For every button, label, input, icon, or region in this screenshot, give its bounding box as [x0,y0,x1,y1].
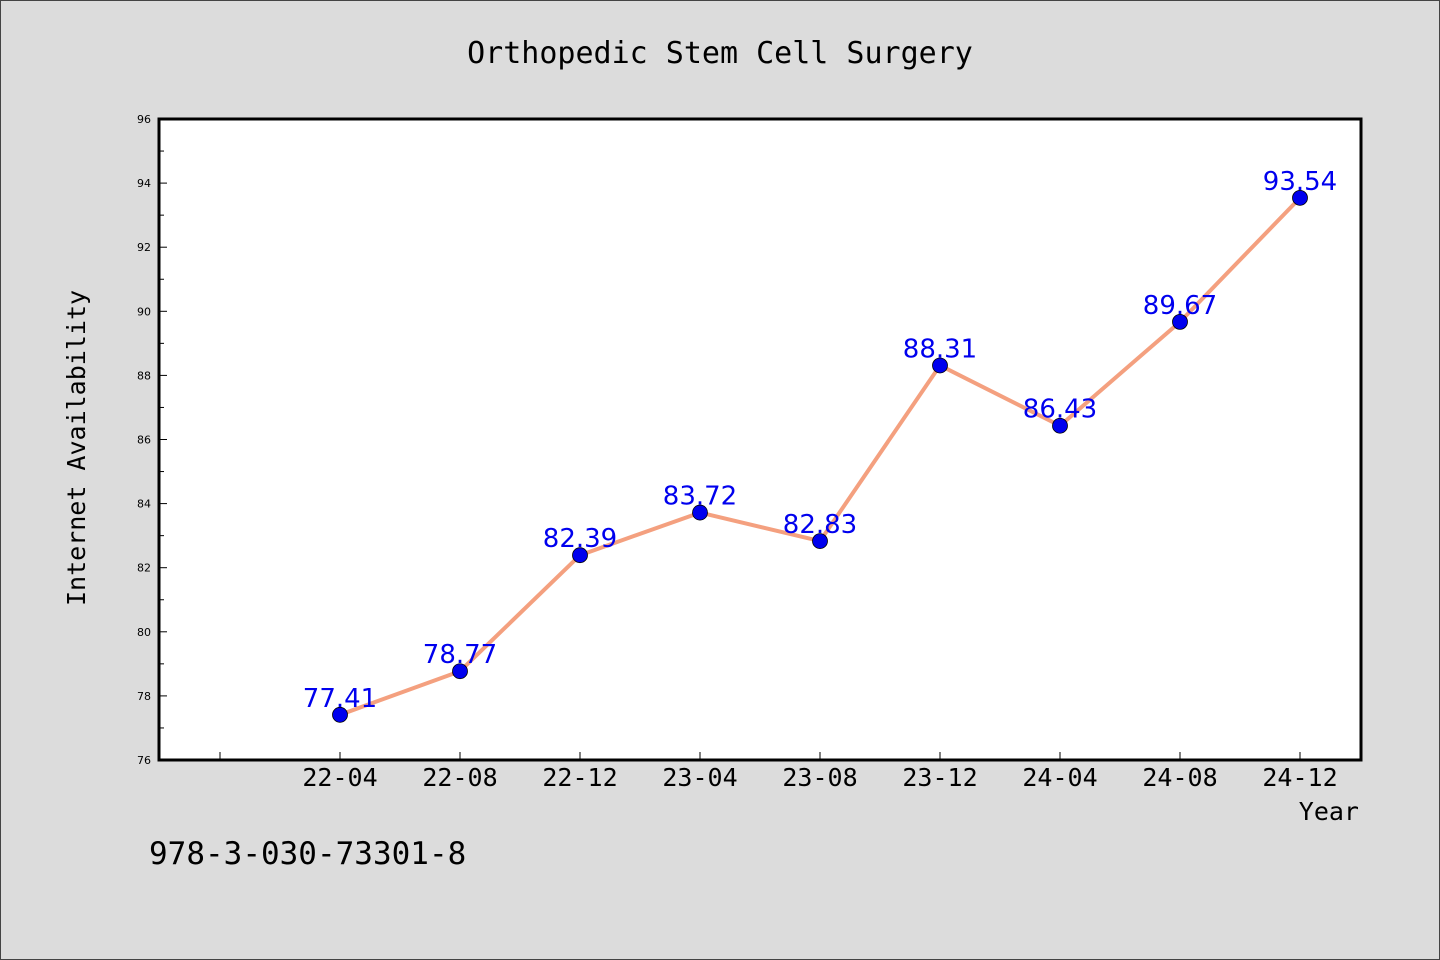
x-tick-label: 23-08 [782,763,857,792]
chart-title: Orthopedic Stem Cell Surgery [467,36,973,71]
data-point [812,533,828,549]
y-axis-label: Internet Availability [62,290,91,606]
data-label: 89.67 [1143,291,1217,321]
series-layer: 77.41 78.77 82.39 83.72 82.83 88.31 86.43 89.67… [303,167,1337,723]
y-tick-label: 92 [137,241,151,254]
y-tick-label: 86 [137,434,151,447]
y-tick-label: 90 [137,305,151,318]
x-tick-label: 23-12 [902,763,977,792]
x-tick-label: 24-12 [1262,763,1337,792]
x-tick-label: 22-04 [302,763,377,792]
plot-area [157,117,1363,762]
x-tick-label: 22-08 [422,763,497,792]
data-point [332,706,348,723]
data-point [1292,189,1308,206]
y-tick-label: 82 [137,562,151,575]
y-tick-label: 76 [137,754,151,767]
data-label: 77.41 [303,684,377,714]
x-tick-label: 24-08 [1142,763,1217,792]
data-point [1052,417,1068,434]
x-axis: 22-04 22-08 22-12 23-04 23-08 23-12 24-04 24-08… [219,752,1338,792]
y-tick-label: 80 [137,626,151,639]
y-tick-label: 94 [137,177,151,190]
data-label: 82.83 [783,510,857,540]
data-point [932,357,948,374]
y-tick-label: 78 [137,690,151,703]
y-tick-label: 88 [137,369,151,382]
data-point [1172,313,1188,330]
isbn-footer: 978-3-030-73301-8 [149,836,466,872]
x-tick-label: 23-04 [662,763,737,792]
x-tick-label: 24-04 [1022,763,1097,792]
data-label: 93.54 [1263,167,1337,197]
data-label: 78.77 [423,640,497,670]
data-point [572,547,588,564]
x-tick-label: 22-12 [542,763,617,792]
data-label: 82.39 [543,524,617,554]
y-axis: 76 78 80 82 84 86 88 90 92 94 96 [137,113,167,767]
x-axis-label: Year [1299,797,1359,826]
y-tick-label: 96 [137,113,151,126]
data-point [692,504,708,521]
data-label: 83.72 [663,482,737,512]
data-point [452,663,468,680]
y-tick-label: 84 [137,498,151,511]
data-label: 86.43 [1023,395,1097,425]
data-label: 88.31 [903,334,977,364]
